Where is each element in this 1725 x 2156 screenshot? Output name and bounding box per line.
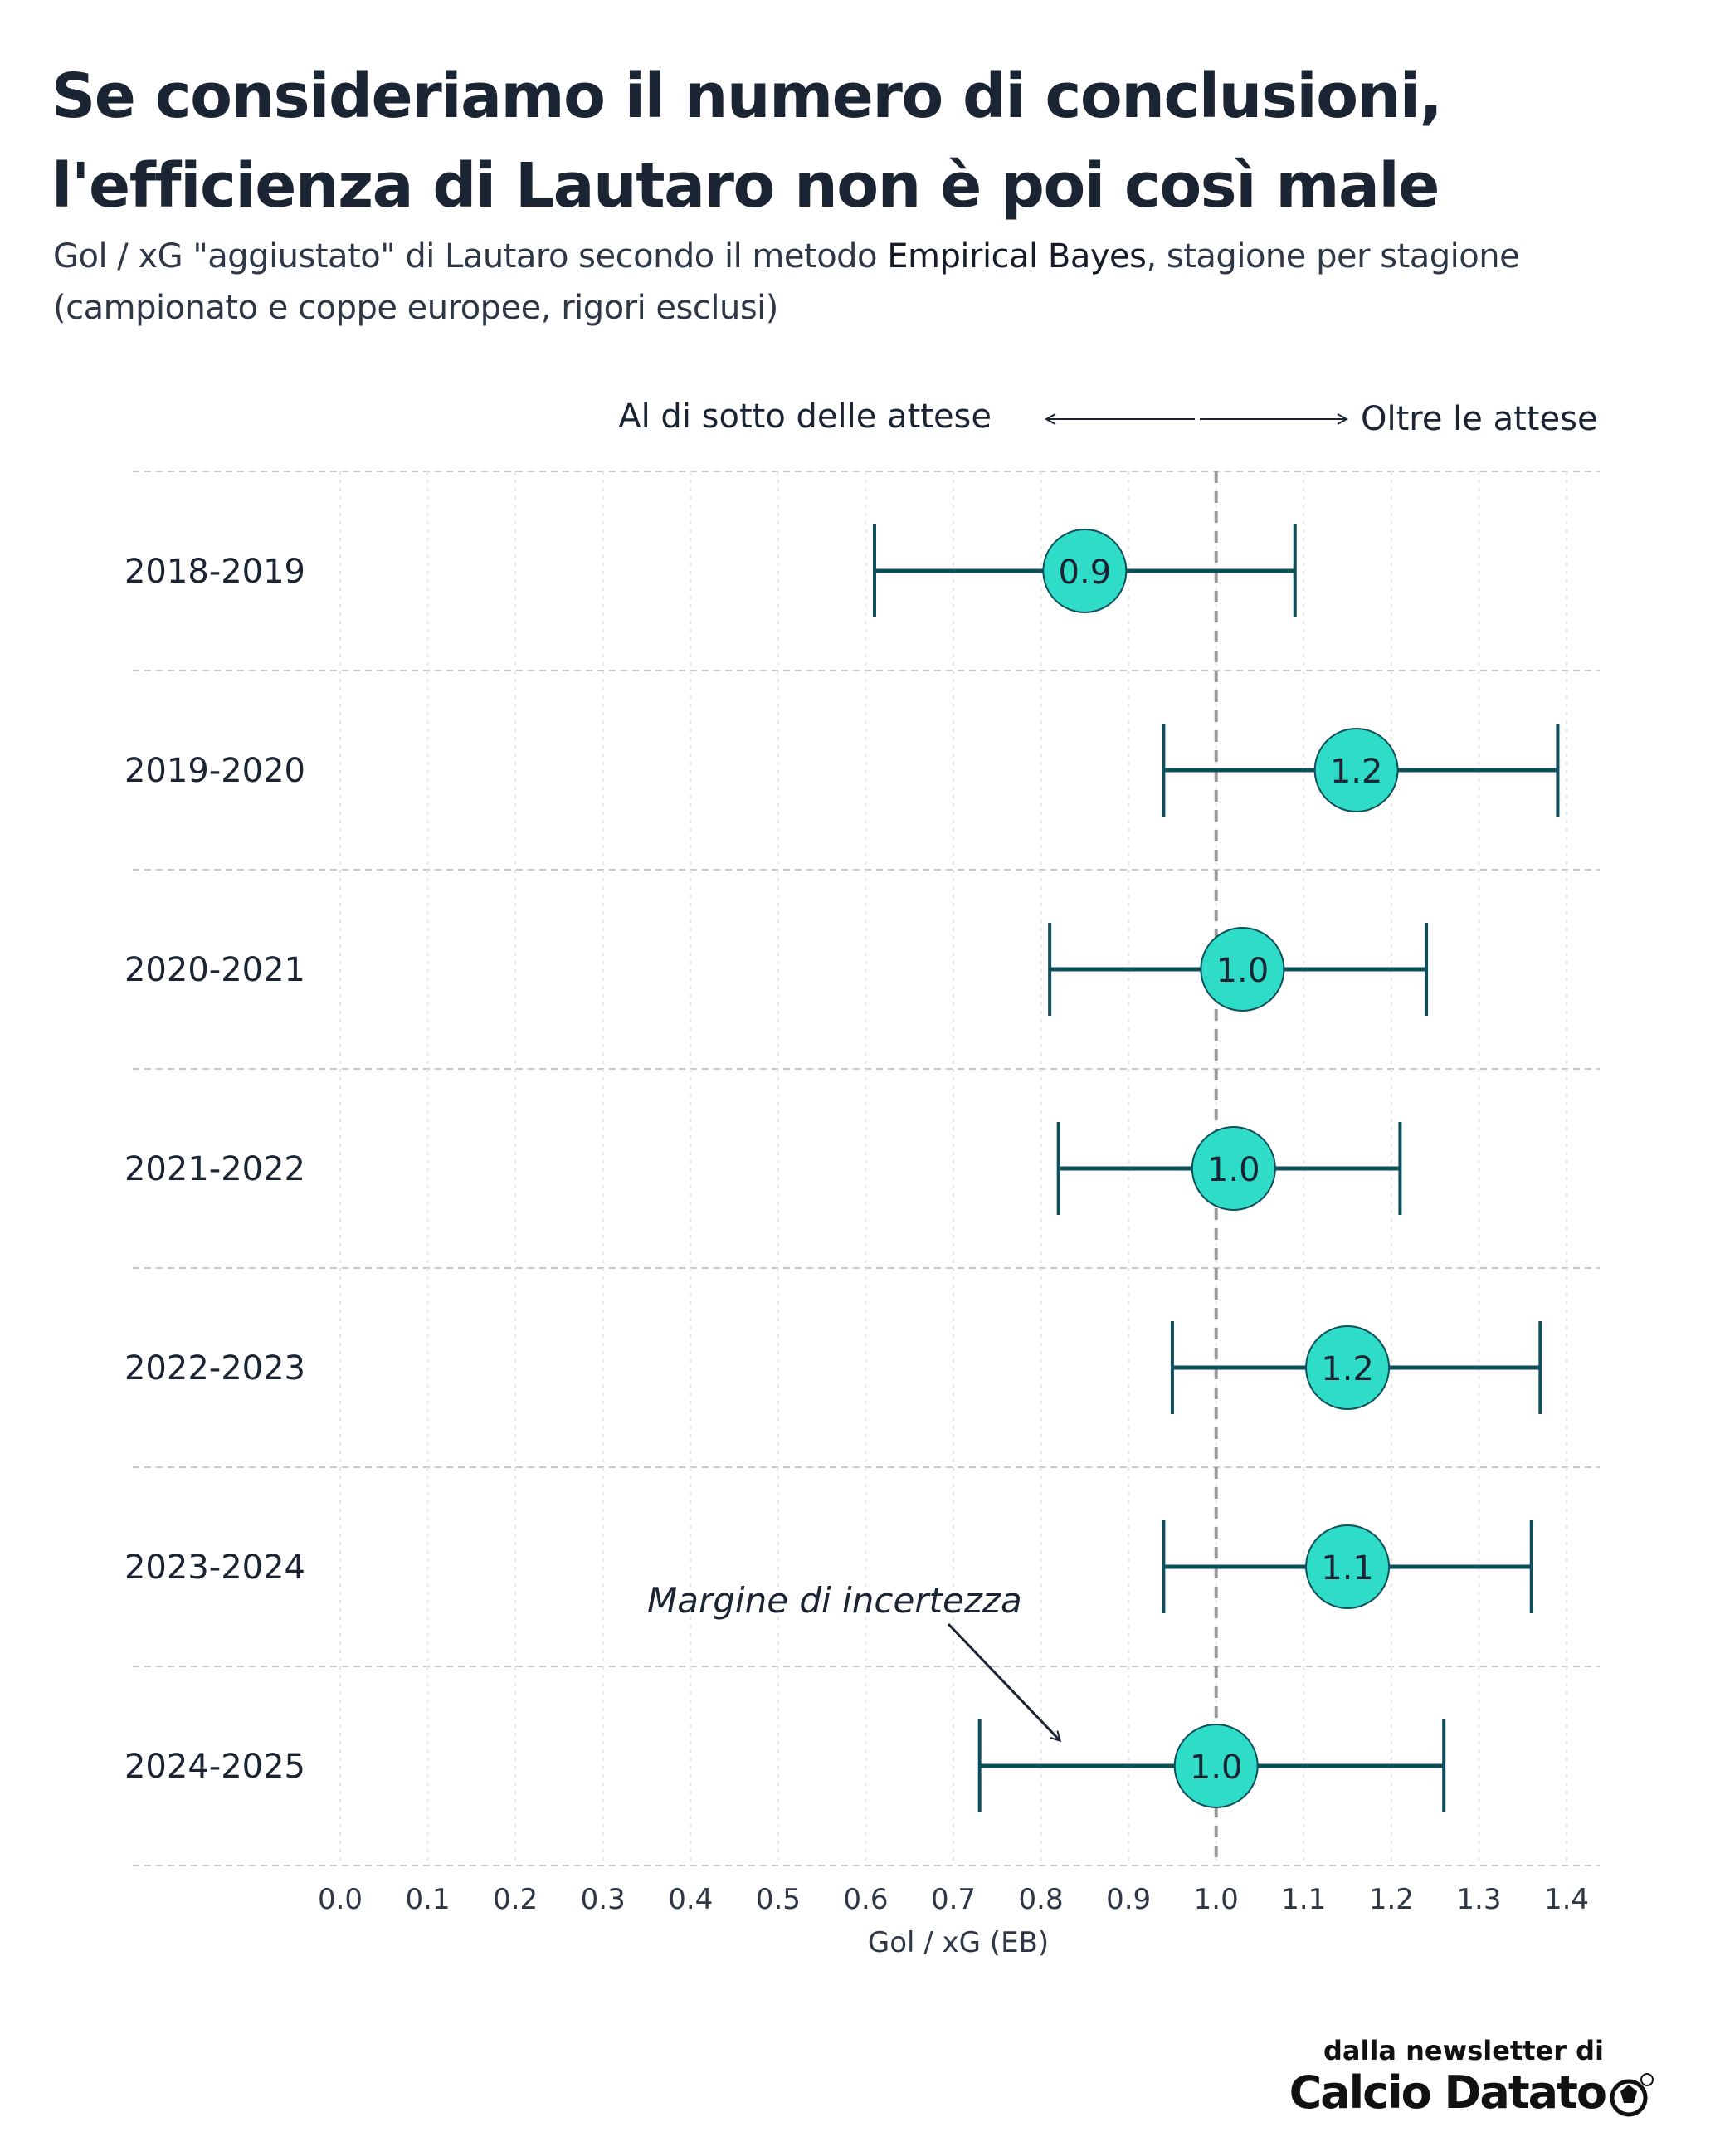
x-axis-title: Gol / xG (EB) <box>868 1926 1049 1959</box>
point-label: 1.0 <box>1216 952 1269 990</box>
x-tick-label: 0.2 <box>493 1883 538 1916</box>
y-label-season: 2022-2023 <box>124 1349 305 1388</box>
x-tick-label: 1.0 <box>1194 1883 1239 1916</box>
estimate-point <box>1191 1126 1276 1211</box>
branding: dalla newsletter di Calcio Datato <box>1156 2035 1654 2126</box>
chart-canvas: 0.9 1.2 1.0 1.0 1.2 1.1 1.0 2018-2019 2019-2020… <box>124 398 1600 1959</box>
x-tick-label: 0.6 <box>843 1883 888 1916</box>
y-label-season: 2020-2021 <box>124 951 305 989</box>
x-tick-label: 0.1 <box>406 1883 451 1916</box>
label-above-expectations: Oltre le attese <box>1361 400 1598 438</box>
y-axis-labels: 2018-2019 2019-2020 2020-2021 2021-2022 2022… <box>124 553 305 1786</box>
estimate-point <box>1313 728 1399 812</box>
x-tick-label: 0.3 <box>581 1883 626 1916</box>
brand-tagline: dalla newsletter di <box>1323 2035 1604 2066</box>
x-axis-ticks: 0.0 0.1 0.2 0.3 0.4 0.5 0.6 0.7 0.8 0.9 1.0 1.1 1.2 1… <box>318 1883 1589 1916</box>
x-tick-label: 0.5 <box>756 1883 801 1916</box>
point-label: 1.2 <box>1330 753 1383 791</box>
chart-title: Se consideriamo il numero di conclusioni… <box>51 61 1443 222</box>
y-label-season: 2023-2024 <box>124 1549 305 1587</box>
y-label-season: 2019-2020 <box>124 752 305 790</box>
uncertainty-annotation: Margine di incertezza <box>647 1580 1060 1740</box>
points: 0.9 1.2 1.0 1.0 1.2 1.1 1.0 <box>1042 529 1399 1808</box>
estimate-point <box>1305 1325 1391 1410</box>
point-label: 1.2 <box>1321 1350 1374 1388</box>
x-tick-label: 0.7 <box>931 1883 976 1916</box>
grid-lines <box>133 471 1600 1866</box>
x-tick-label: 1.3 <box>1456 1883 1501 1916</box>
x-tick-label: 0.4 <box>668 1883 713 1916</box>
x-tick-label: 1.2 <box>1369 1883 1414 1916</box>
y-label-season: 2021-2022 <box>124 1150 305 1188</box>
estimate-point <box>1042 529 1128 613</box>
point-label: 1.1 <box>1321 1549 1374 1588</box>
subtitle-text-before: Gol / xG "aggiustato" di Lautaro secondo… <box>53 237 888 276</box>
direction-annotation: Al di sotto delle attese Oltre le attese <box>618 398 1597 438</box>
point-label: 1.0 <box>1190 1749 1243 1787</box>
point-label: 0.9 <box>1059 554 1112 592</box>
estimate-point <box>1305 1524 1391 1609</box>
chart-subtitle: Gol / xG "aggiustato" di Lautaro secondo… <box>53 231 1679 334</box>
subtitle-text-after: , stagione per stagione (campionato e co… <box>53 237 1520 327</box>
estimate-point <box>1200 927 1285 1012</box>
point-label: 1.0 <box>1207 1151 1260 1189</box>
label-margin-uncertainty: Margine di incertezza <box>647 1580 1022 1621</box>
y-label-season: 2018-2019 <box>124 553 305 591</box>
label-below-expectations: Al di sotto delle attese <box>618 398 992 436</box>
x-tick-label: 0.8 <box>1019 1883 1064 1916</box>
x-tick-label: 1.1 <box>1281 1883 1326 1916</box>
brand-ball-icon <box>1610 2073 1654 2117</box>
x-tick-label: 0.9 <box>1106 1883 1151 1916</box>
estimate-point <box>1173 1724 1259 1808</box>
subtitle-emphasis: Empirical Bayes <box>887 237 1147 276</box>
x-tick-label: 1.4 <box>1544 1883 1589 1916</box>
y-label-season: 2024-2025 <box>124 1748 305 1786</box>
x-tick-label: 0.0 <box>318 1883 363 1916</box>
arrow-to-interval <box>947 1622 1060 1740</box>
brand-name: Calcio Datato <box>1289 2066 1607 2119</box>
